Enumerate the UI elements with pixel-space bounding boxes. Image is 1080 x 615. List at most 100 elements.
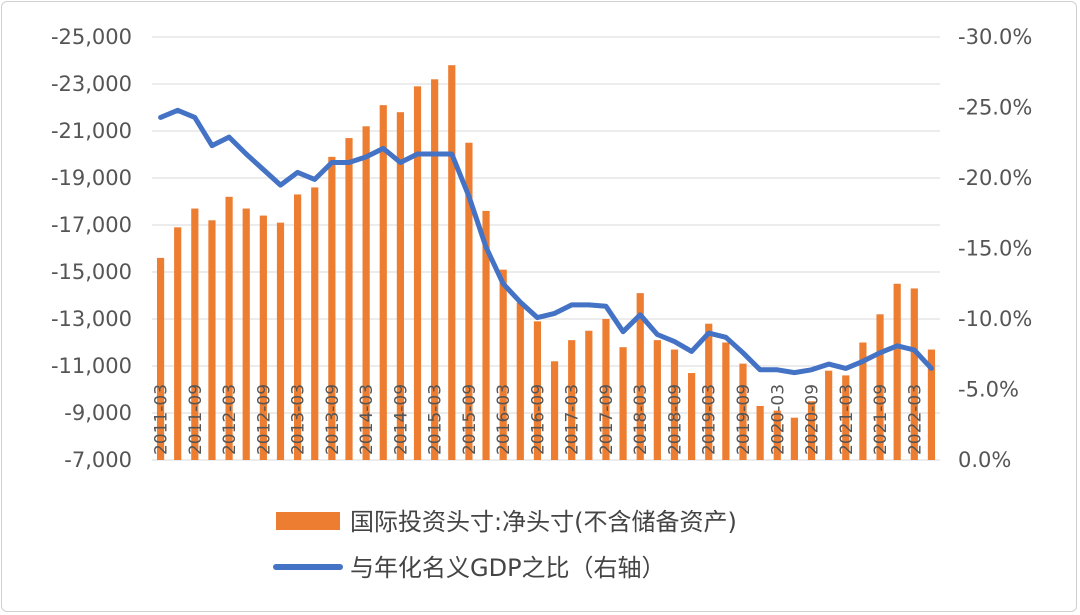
x-tick-label: 2016-03 — [494, 384, 514, 455]
bar-series — [156, 65, 936, 461]
line-point — [930, 367, 932, 369]
line-point — [297, 171, 299, 173]
line-point — [656, 334, 658, 336]
bar — [379, 105, 387, 461]
bar — [688, 373, 696, 460]
line-point — [536, 317, 538, 319]
x-tick-label: 2016-09 — [528, 384, 548, 455]
x-tick-label: 2019-03 — [700, 384, 720, 455]
bar — [807, 401, 816, 460]
bar — [208, 220, 216, 460]
line-point — [588, 304, 590, 306]
bar — [311, 187, 319, 460]
line-point — [742, 352, 744, 354]
gdp-ratio-line — [158, 107, 934, 376]
x-tick-label: 2011-03 — [152, 384, 172, 455]
right-tick-label: -15.0% — [958, 237, 1032, 261]
left-tick-label: -25,000 — [51, 25, 132, 49]
line-point — [502, 283, 504, 285]
bar — [345, 138, 353, 461]
bar — [893, 283, 901, 460]
bar — [602, 319, 610, 460]
line-point — [177, 109, 179, 111]
line-series — [158, 107, 934, 376]
bar — [927, 349, 936, 460]
bar — [156, 257, 165, 460]
line-point — [194, 116, 196, 118]
bar — [550, 361, 559, 460]
x-tick-label: 2021-09 — [871, 384, 891, 455]
left-tick-label: -15,000 — [51, 260, 132, 284]
x-tick-label: 2021-03 — [837, 384, 857, 455]
bar — [585, 330, 593, 460]
x-tick-label: 2014-09 — [391, 384, 411, 455]
line-point — [519, 301, 521, 303]
line-point — [708, 332, 710, 334]
line-point — [314, 178, 316, 180]
legend: 国际投资头寸:净头寸(不含储备资产) 与年化名义GDP之比（右轴） — [273, 508, 737, 582]
x-tick-label: 2012-03 — [220, 384, 240, 455]
line-point — [417, 153, 419, 155]
bar — [431, 79, 439, 461]
bar — [756, 405, 764, 460]
line-point — [571, 304, 573, 306]
x-tick-label: 2014-03 — [357, 384, 377, 455]
x-tick-label: 2017-03 — [563, 384, 583, 455]
line-point — [160, 116, 162, 118]
right-tick-label: 0.0% — [958, 448, 1011, 472]
left-tick-label: -11,000 — [51, 354, 132, 378]
bar — [413, 86, 422, 460]
bar — [722, 342, 730, 460]
bar — [876, 314, 884, 460]
x-tick-label: 2022-03 — [905, 384, 925, 455]
line-point — [811, 369, 813, 371]
bar — [465, 142, 473, 460]
bar — [910, 288, 918, 460]
bar — [482, 210, 490, 460]
line-point — [451, 153, 453, 155]
line-point — [845, 367, 847, 369]
line-point — [639, 314, 641, 316]
left-tick-label: -9,000 — [64, 401, 132, 425]
x-tick-label: 2013-03 — [289, 384, 309, 455]
line-point — [434, 153, 436, 155]
line-point — [468, 195, 470, 197]
left-tick-label: -21,000 — [51, 119, 132, 143]
bar — [362, 126, 370, 461]
bar — [396, 112, 404, 460]
bar — [294, 194, 302, 460]
x-tick-label: 2018-03 — [631, 384, 651, 455]
line-point — [554, 312, 556, 314]
line-point — [862, 360, 864, 362]
bar — [790, 417, 798, 460]
line-point — [348, 161, 350, 163]
left-tick-label: -23,000 — [51, 72, 132, 96]
line-point — [828, 363, 830, 365]
line-point — [485, 246, 487, 248]
line-point — [776, 369, 778, 371]
line-point — [245, 153, 247, 155]
bar — [516, 302, 524, 460]
left-tick-label: -17,000 — [51, 213, 132, 237]
right-tick-label: -25.0% — [958, 96, 1032, 120]
line-point — [896, 345, 898, 347]
line-point — [331, 161, 333, 163]
bar — [568, 340, 576, 460]
bar — [259, 215, 267, 460]
x-tick-label: 2013-09 — [323, 384, 343, 455]
bar — [242, 208, 250, 460]
bar — [653, 340, 661, 460]
legend-label-bar: 国际投资头寸:净头寸(不含储备资产) — [350, 508, 737, 536]
x-tick-label: 2012-09 — [254, 384, 274, 455]
x-tick-label: 2018-09 — [665, 384, 685, 455]
line-point — [211, 145, 213, 147]
bar — [825, 370, 833, 460]
bar — [636, 293, 644, 460]
line-point — [759, 369, 761, 371]
x-axis-ticks: 2011-03 2011-09 2012-03 2012-09 2013-03 2013-… — [152, 384, 926, 455]
bar — [499, 269, 507, 460]
line-point — [228, 136, 230, 138]
line-point — [382, 147, 384, 149]
line-point — [279, 184, 281, 186]
